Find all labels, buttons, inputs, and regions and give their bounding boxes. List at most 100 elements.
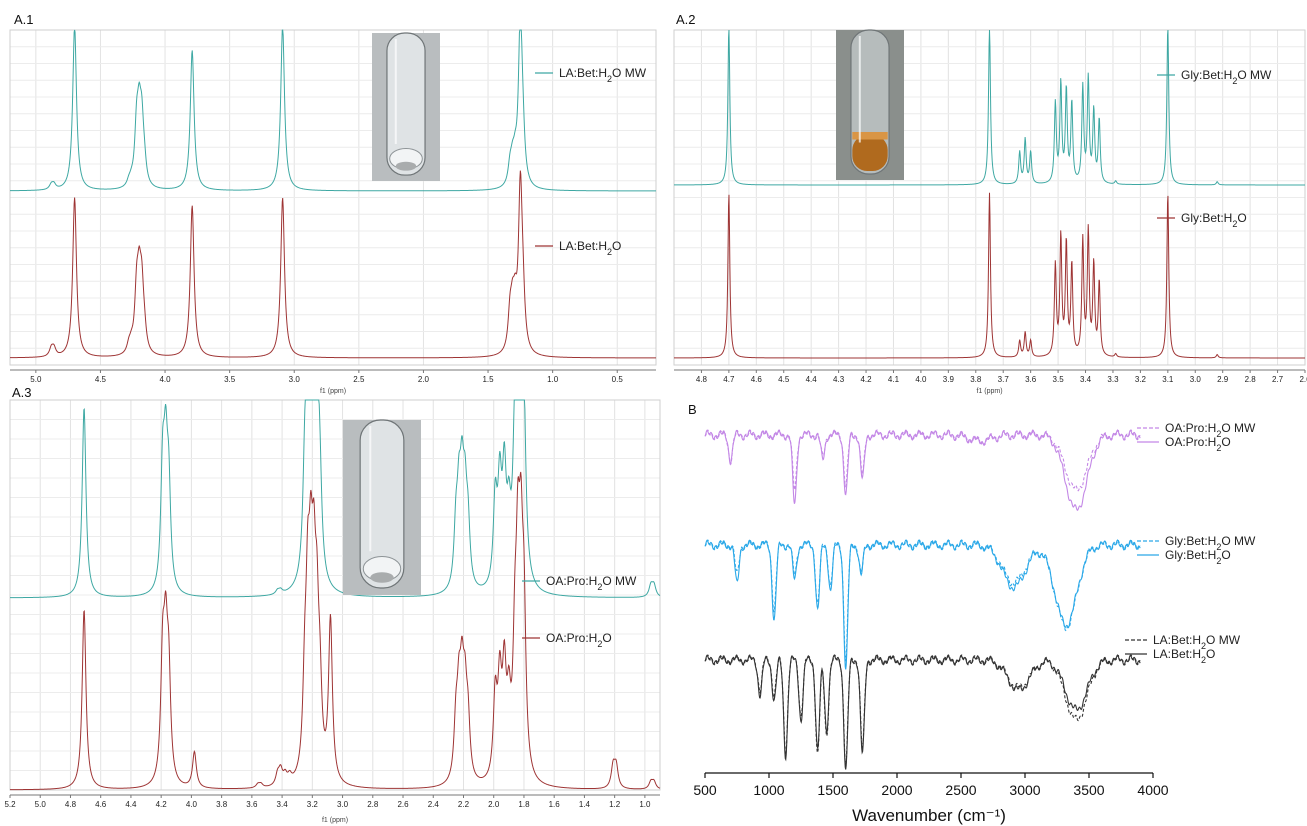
x-tick-label: 4.7 xyxy=(723,375,735,384)
x-tick-label: 3.1 xyxy=(1162,375,1174,384)
x-tick-label: 1.6 xyxy=(549,800,561,809)
panel-label: A.2 xyxy=(676,12,696,27)
x-tick-label: 4.2 xyxy=(156,800,168,809)
spectrum-line xyxy=(674,192,1305,359)
x-tick-label: 5.2 xyxy=(4,800,16,809)
x-tick-label: 3.4 xyxy=(277,800,289,809)
x-tick-label: 3.0 xyxy=(1190,375,1202,384)
ftir-line xyxy=(704,539,1141,670)
x-tick-label: 3.9 xyxy=(943,375,955,384)
legend-entry: LA:Bet:H2O xyxy=(1153,647,1215,665)
vial-photo xyxy=(343,419,421,595)
legend-entry: OA:Pro:H2O xyxy=(546,631,612,649)
ftir-line-mw xyxy=(704,654,1141,767)
x-tick-label: 3.3 xyxy=(1107,375,1119,384)
x-tick-label: 3.2 xyxy=(1135,375,1147,384)
plot-frame xyxy=(9,29,657,366)
spectrum-line xyxy=(10,399,661,599)
vial-photo xyxy=(372,32,440,181)
x-tick-label: 4.3 xyxy=(833,375,845,384)
x-axis-label: Wavenumber (cm⁻¹) xyxy=(852,806,1006,825)
x-tick-label: 5.0 xyxy=(35,800,47,809)
legend-entry: Gly:Bet:H2O xyxy=(1181,211,1247,229)
legend-entry: OA:Pro:H2O xyxy=(1165,435,1231,453)
x-tick-label: 2.5 xyxy=(353,375,365,384)
x-tick-label: 500 xyxy=(693,782,717,798)
x-tick-label: 2.7 xyxy=(1272,375,1284,384)
x-tick-label: 2.6 xyxy=(397,800,409,809)
ftir-line xyxy=(704,429,1141,511)
x-tick-label: 4.6 xyxy=(95,800,107,809)
x-tick-label: 1.2 xyxy=(609,800,621,809)
panel-label: A.3 xyxy=(12,385,32,400)
x-tick-label: 2.0 xyxy=(418,375,430,384)
spectrum-line xyxy=(674,29,1305,186)
x-tick-label: 3.4 xyxy=(1080,375,1092,384)
x-tick-label: 5.0 xyxy=(30,375,42,384)
legend-entry: LA:Bet:H2O MW xyxy=(559,66,647,84)
x-tick-label: 4.2 xyxy=(860,375,872,384)
x-tick-label: 4.5 xyxy=(778,375,790,384)
x-tick-label: 3.5 xyxy=(224,375,236,384)
x-tick-label: 4.0 xyxy=(915,375,927,384)
x-tick-label: 3.7 xyxy=(998,375,1010,384)
nmr-panel-A-3: 5.2 5.0 4.8 4.6 4.4 4.2 4.0 3.8 3.6 3.4 3.2 3.0 2.8 2… xyxy=(4,385,661,824)
ftir-line xyxy=(704,654,1141,770)
x-tick-label: 4.0 xyxy=(186,800,198,809)
x-tick-label: 4.4 xyxy=(125,800,137,809)
x-tick-label: 1.8 xyxy=(518,800,530,809)
x-tick-label: 1.0 xyxy=(547,375,559,384)
legend-entry: Gly:Bet:H2O MW xyxy=(1165,534,1256,552)
x-tick-label: 3.2 xyxy=(307,800,319,809)
x-axis-label: f1 (ppm) xyxy=(320,388,346,395)
x-tick-label: 2.2 xyxy=(458,800,470,809)
x-tick-label: 3500 xyxy=(1073,782,1104,798)
x-tick-label: 1.4 xyxy=(579,800,591,809)
legend-entry: OA:Pro:H2O MW xyxy=(1165,421,1256,439)
x-tick-label: 2.9 xyxy=(1217,375,1229,384)
legend-entry: OA:Pro:H2O MW xyxy=(546,574,637,592)
x-tick-label: 3.0 xyxy=(289,375,301,384)
x-tick-label: 2500 xyxy=(945,782,976,798)
x-tick-label: 3.8 xyxy=(970,375,982,384)
x-tick-label: 0.5 xyxy=(612,375,624,384)
x-tick-label: 3.6 xyxy=(1025,375,1037,384)
x-tick-label: 4.1 xyxy=(888,375,900,384)
x-tick-label: 1.0 xyxy=(639,800,651,809)
nmr-panel-A-1: 5.0 4.5 4.0 3.5 3.0 2.5 2.0 1.5 1.0 0.5 f1 (ppm) A.… xyxy=(9,12,657,395)
x-tick-label: 4.8 xyxy=(696,375,708,384)
x-tick-label: 4.6 xyxy=(751,375,763,384)
x-tick-label: 2.6 xyxy=(1299,375,1307,384)
x-tick-label: 2.0 xyxy=(488,800,500,809)
x-tick-label: 3.0 xyxy=(337,800,349,809)
x-tick-label: 1500 xyxy=(817,782,848,798)
x-tick-label: 2.4 xyxy=(428,800,440,809)
spectrum-line xyxy=(10,29,656,192)
panel-label: A.1 xyxy=(14,12,34,27)
x-tick-label: 2000 xyxy=(881,782,912,798)
x-tick-label: 3000 xyxy=(1009,782,1040,798)
x-tick-label: 4.0 xyxy=(159,375,171,384)
x-tick-label: 4.4 xyxy=(806,375,818,384)
x-tick-label: 4000 xyxy=(1137,782,1168,798)
legend-entry: Gly:Bet:H2O xyxy=(1165,548,1231,566)
legend-entry: LA:Bet:H2O MW xyxy=(1153,633,1241,651)
vial-photo xyxy=(836,29,904,180)
nmr-panel-A-2: 4.8 4.7 4.6 4.5 4.4 4.3 4.2 4.1 4.0 3.9 3.8 3.7 3.6 3… xyxy=(673,12,1307,395)
x-tick-label: 3.8 xyxy=(216,800,228,809)
spectrum-line xyxy=(9,170,656,359)
x-tick-label: 3.6 xyxy=(246,800,258,809)
ftir-line-mw xyxy=(704,429,1141,492)
legend-entry: Gly:Bet:H2O MW xyxy=(1181,68,1272,86)
x-tick-label: 3.5 xyxy=(1053,375,1065,384)
x-tick-label: 2.8 xyxy=(1245,375,1257,384)
spectrum-line xyxy=(10,471,661,791)
panel-label: B xyxy=(688,402,697,417)
x-tick-label: 2.8 xyxy=(367,800,379,809)
x-tick-label: 4.8 xyxy=(65,800,77,809)
x-tick-label: 1000 xyxy=(753,782,784,798)
legend-entry: LA:Bet:H2O xyxy=(559,239,621,257)
x-tick-label: 1.5 xyxy=(482,375,494,384)
